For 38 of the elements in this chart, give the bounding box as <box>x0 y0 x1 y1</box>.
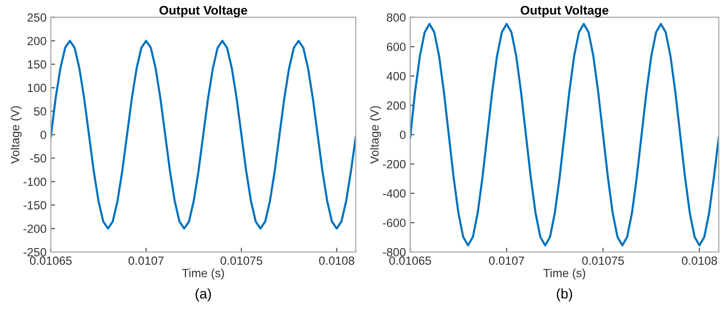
y-tick-label: -800 <box>382 248 406 256</box>
line-series <box>410 22 719 246</box>
x-tick-label: 0.0107 <box>128 256 164 265</box>
y-tick-label: -200 <box>24 224 46 233</box>
x-tick-label: 0.01065 <box>389 256 432 265</box>
y-tick-label: 250 <box>28 13 46 22</box>
y-tick-label: 200 <box>28 36 46 46</box>
y-axis-title: Voltage (V) <box>370 106 382 164</box>
x-axis-title: Time (s) <box>182 268 224 280</box>
y-tick-label: 50 <box>34 107 46 116</box>
y-tick-label: 200 <box>386 101 406 110</box>
y-tick-label: -250 <box>24 248 46 256</box>
y-tick-label: -600 <box>382 218 406 228</box>
x-tick-label: 0.0108 <box>682 256 717 265</box>
y-tick-label: -400 <box>382 189 406 198</box>
x-tick-label: 0.01075 <box>220 256 262 265</box>
text: (a) <box>196 288 211 302</box>
y-axis-title: Voltage (V) <box>10 106 22 164</box>
y-tick-label: -50 <box>30 154 46 163</box>
y-tick-label: -150 <box>24 201 46 210</box>
text: (b) <box>556 288 572 302</box>
y-tick-label: -200 <box>382 160 406 168</box>
y-tick-label: 600 <box>386 42 406 52</box>
x-tick-label: 0.01075 <box>582 256 624 265</box>
x-axis-title: Time (s) <box>543 268 586 280</box>
x-tick-label: 0.0108 <box>319 256 354 265</box>
y-tick-label: 0 <box>40 130 46 140</box>
x-tick-label: 0.0107 <box>489 256 524 265</box>
y-tick-label: 100 <box>28 84 46 92</box>
line-series <box>50 40 356 230</box>
y-tick-label: 150 <box>28 60 46 69</box>
y-tick-label: 800 <box>386 13 406 22</box>
y-tick-label: -100 <box>24 178 46 186</box>
x-tick-label: 0.01065 <box>30 256 72 265</box>
chart-title: Output Voltage <box>159 5 248 18</box>
chart-title: Output Voltage <box>520 5 608 18</box>
y-tick-label: 0 <box>400 130 406 140</box>
y-tick-label: 400 <box>386 72 406 80</box>
